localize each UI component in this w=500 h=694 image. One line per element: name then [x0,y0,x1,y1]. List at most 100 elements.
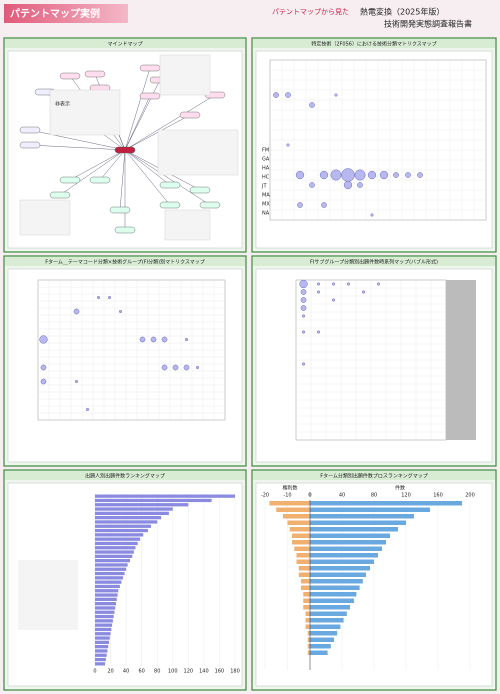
x-tick-label: 160 [215,669,225,675]
right-bar [310,611,347,616]
page-title: パテントマップ実例 [10,7,100,20]
x-tick-label: 120 [184,669,194,675]
row-label: HA [262,166,270,172]
node [59,176,81,184]
bubble [40,378,47,385]
panel-title-bar [253,471,495,480]
bubble [172,364,179,371]
panel-body [255,50,493,249]
left-bar [301,579,310,584]
link [99,149,126,181]
tick-label: -20 [261,493,269,499]
right-bar [310,650,328,655]
bubble [85,408,89,412]
bar [95,640,109,644]
panel-title-bar [5,257,245,266]
link [29,129,126,151]
right-bar [310,533,390,538]
right-bar [310,501,462,506]
node [109,206,131,214]
bar [95,602,116,606]
bubble [309,102,315,108]
axis-label: 件数 [395,485,405,492]
bar [95,623,113,627]
node [84,70,106,78]
bar [95,657,106,662]
left-bar [296,559,310,564]
bubble [297,202,303,208]
left-bar [303,598,310,603]
left-bar [307,637,310,642]
tick-label: 80 [371,493,377,499]
right-bar [310,637,334,642]
bubble [362,290,366,294]
bubble [139,336,146,343]
node [139,64,161,72]
left-bar [292,533,310,538]
link [124,79,161,151]
bar [95,653,107,657]
right-bar [310,553,378,558]
bar [95,516,162,520]
bar [95,507,173,511]
bubble [300,297,307,303]
bubble [150,336,157,343]
bar [95,589,119,593]
bubble [317,330,321,334]
bubble [377,282,381,286]
bubble [118,310,122,314]
node [89,176,111,184]
bar [95,528,148,533]
left-bar [301,585,310,590]
bar [95,541,138,546]
hidden-box [157,129,239,176]
right-bar [310,540,386,545]
bubble [309,182,315,188]
node [59,72,81,80]
bar [95,524,151,528]
right-bar [310,624,341,629]
right-bar [310,605,350,610]
left-bar [305,624,310,629]
bar [95,632,111,636]
left-bar [307,650,310,655]
bubble [302,330,306,334]
bubble [319,170,329,180]
left-bar [292,540,310,545]
node [49,191,71,199]
bubble [357,182,363,188]
bubble [183,364,190,371]
right-bar [310,527,398,532]
bar [95,546,136,550]
bubble [332,282,336,286]
bubble [107,296,111,300]
bubble [40,364,47,371]
bubble [161,364,168,371]
right-bar [310,598,354,603]
tick-label: 160 [433,493,443,499]
link [59,149,126,196]
bar [95,636,110,640]
bar [95,662,106,666]
bubble [39,335,48,344]
left-bar [307,631,310,636]
right-bar [310,572,366,577]
tick-label: 120 [401,493,411,499]
bar [95,593,118,597]
link [124,149,171,206]
bubble [195,366,199,370]
tick-label: 200 [465,493,475,499]
right-bar [310,585,360,590]
node [159,201,181,209]
row-label: JT [261,184,267,190]
x-tick-label: 40 [123,669,129,675]
link [124,149,171,186]
left-bar [269,501,310,506]
bubble [354,169,366,181]
bubble [184,338,188,342]
link [119,149,126,211]
row-label: GA [262,157,270,163]
link [69,149,126,181]
bubble [379,170,389,180]
x-tick-label: 180 [230,669,240,675]
